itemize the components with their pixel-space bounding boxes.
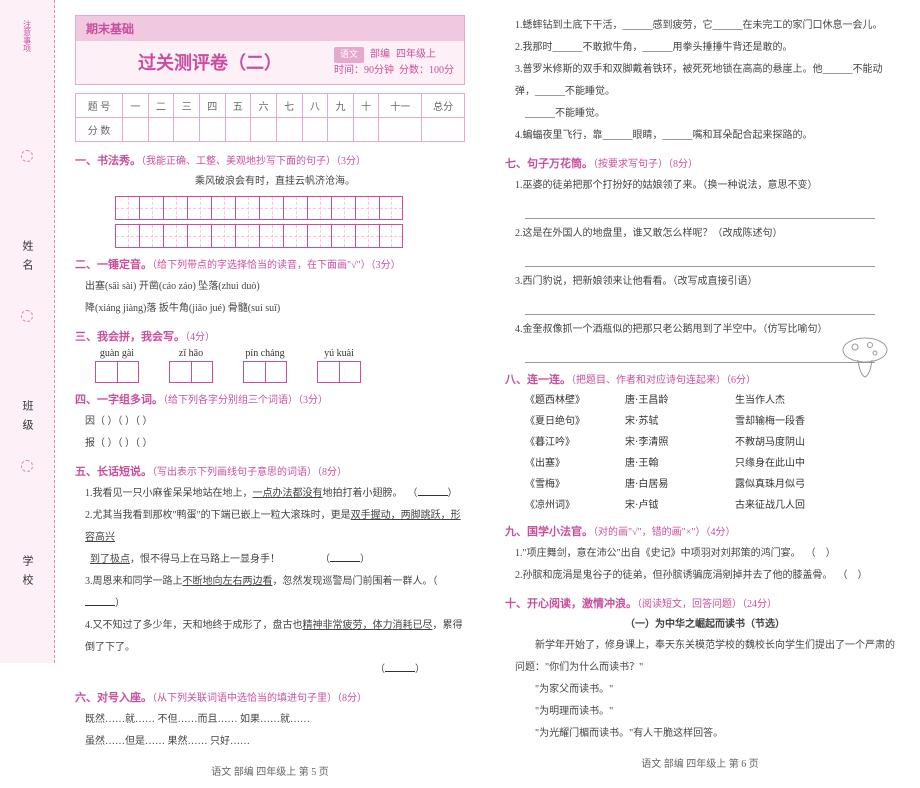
mushroom-illustration	[840, 335, 890, 380]
s7-q1: 1.巫婆的徒弟把那个打扮好的姑娘领了来。（换一种说法，意思不变）	[505, 175, 895, 197]
s5-q2b: 到了极点，恨不得马上在马路上一显身手！ （）	[75, 549, 465, 571]
right-page: 1.蟋蟀钻到土底下干活，______感到疲劳，它______在未完工的家门口休息…	[485, 0, 915, 788]
s9-q1: 1."项庄舞剑，意在沛公"出自《史记》中项羽对刘邦策的鸿门宴。 （ ）	[505, 543, 895, 565]
s5-q3: 3.周恩来和同学一路上不断地向左右两边看，忽然发现巡警局门前围着一群人。（）	[75, 571, 465, 615]
s5-q1: 1.我看见一只小麻雀呆呆地站在地上，一点办法都没有地拍打着小翅膀。 （）	[75, 483, 465, 505]
exam-header: 期末基础 过关测评卷（二） 语文 部编 四年级上 时间：90分钟 分数：100分	[75, 15, 465, 85]
s1-text: 乘风破浪会有时，直挂云帆济沧海。	[75, 172, 465, 192]
s6r-q3: 3.普罗米修斯的双手和双脚戴着铁环，被死死地锁在高高的悬崖上。他______不能…	[505, 59, 895, 103]
answer-line	[525, 201, 875, 219]
label-school: 学校	[19, 555, 35, 593]
footer-right: 语文 部编 四年级上 第 6 页	[505, 755, 895, 770]
s6r-q2: 2.我那时______不敢掀牛角，______用拳头捶捶牛背还是敢的。	[505, 37, 895, 59]
answer-line	[525, 249, 875, 267]
s10-subtitle: （一）为中华之崛起而读书（节选）	[505, 615, 895, 635]
s4-title: 四、一字组多词。（给下列各字分别组三个词语）（3分）	[75, 391, 465, 407]
score-table: 题 号一二三四五六七八九十十一总分 分 数	[75, 93, 465, 142]
s6-line: 既然……就…… 不但……而且…… 如果……就……	[75, 709, 465, 731]
s2-title: 二、一锤定音。（给下列带点的字选择恰当的读音，在下面画"√"）（3分）	[75, 256, 465, 272]
left-page: 期末基础 过关测评卷（二） 语文 部编 四年级上 时间：90分钟 分数：100分…	[55, 0, 485, 788]
s7-q2: 2.这是在外国人的地盘里，谁又敢怎么样呢？（改成陈述句）	[505, 223, 895, 245]
footer-left: 语文 部编 四年级上 第 5 页	[75, 763, 465, 778]
punch-hole	[21, 150, 33, 162]
s6-title: 六、对号入座。（从下列关联词语中选恰当的填进句子里）（8分）	[75, 689, 465, 705]
s6r-q1: 1.蟋蟀钻到土底下干活，______感到疲劳，它______在未完工的家门口休息…	[505, 15, 895, 37]
s7-q3: 3.西门豹说，把新娘领来让他看看。（改写成直接引语）	[505, 271, 895, 293]
s6-line: 虽然……但是…… 果然…… 只好……	[75, 731, 465, 753]
s10-p3: "为明理而读书。"	[505, 701, 895, 723]
punch-hole	[21, 310, 33, 322]
pinyin-group: guàn gài zǐ hǎo pín cháng yú kuài	[95, 348, 465, 383]
exam-meta: 语文 部编 四年级上 时间：90分钟 分数：100分	[334, 47, 454, 78]
label-name: 姓名	[19, 240, 35, 278]
s7-q4: 4.金奎叔像抓一个酒瓶似的把那只老公鹅甩到了半空中。（仿写比喻句）	[505, 319, 895, 341]
answer-line	[525, 297, 875, 315]
s7-title: 七、句子万花筒。（按要求写句子）（8分）	[505, 155, 895, 171]
s6r-q4: 4.蝙蝠夜里飞行，靠______眼睛，______嘴和耳朵配合起来探路的。	[505, 125, 895, 147]
subject-badge: 语文	[334, 47, 364, 63]
calligraphy-row	[115, 196, 465, 220]
binding-sidebar: 注意事项 姓名 班级 学校	[0, 0, 55, 663]
s4-line: 报（ ）（ ）（ ）	[75, 433, 465, 455]
header-top: 期末基础	[76, 16, 464, 41]
s9-title: 九、国学小法官。（对的画"√"，错的画"×"）（4分）	[505, 523, 895, 539]
s5-q4: 4.又不知过了多少年，天和地终于成形了，盘古也精神非常疲劳，体力消耗已尽，累得倒…	[75, 615, 465, 659]
s4-line: 因（ ）（ ）（ ）	[75, 411, 465, 433]
s8-title: 八、连一连。（把题目、作者和对应诗句连起来）（6分）	[505, 371, 895, 387]
s2-line: 降(xiáng jiàng)落 扳牛角(jiǎo jué) 骨髓(suí suǐ…	[75, 298, 465, 320]
punch-hole	[21, 460, 33, 472]
s5-title: 五、长话短说。（写出表示下列画线句子意思的词语）（8分）	[75, 463, 465, 479]
exam-title: 过关测评卷（二）	[86, 49, 334, 75]
note-title: 注意事项	[21, 20, 32, 140]
s10-p4: "为光耀门楣而读书。"有人干脆这样回答。	[505, 723, 895, 745]
s10-p1: 新学年开始了，修身课上，奉天东关模范学校的魏校长向学生们提出了一个严肃的问题："…	[505, 635, 895, 679]
s1-title: 一、书法秀。（我能正确、工整、美观地抄写下面的句子）（3分）	[75, 152, 465, 168]
s9-q2: 2.孙膑和庞涓是鬼谷子的徒弟，但孙膑诱骗庞涓剜掉并去了他的膝盖骨。 （ ）	[505, 565, 895, 587]
s10-p2: "为家父而读书。"	[505, 679, 895, 701]
calligraphy-row	[115, 224, 465, 248]
label-class: 班级	[19, 400, 35, 438]
s10-title: 十、开心阅读，激情冲浪。（阅读短文，回答问题）（24分）	[505, 595, 895, 611]
s5-q2: 2.尤其当我看到那枚"鸭蛋"的下端已嵌上一粒大滚珠时，更是双手握动，两脚跳跃，形…	[75, 505, 465, 549]
s3-title: 三、我会拼，我会写。（4分）	[75, 328, 465, 344]
connect-table: 《题西林壁》唐·王昌龄生当作人杰《夏日绝句》宋·苏轼雪却输梅一段香《暮江吟》宋·…	[505, 391, 895, 515]
s2-line: 出塞(sāi sài) 开凿(cáo záo) 坠落(zhuì duò)	[75, 276, 465, 298]
answer-line	[525, 345, 875, 363]
